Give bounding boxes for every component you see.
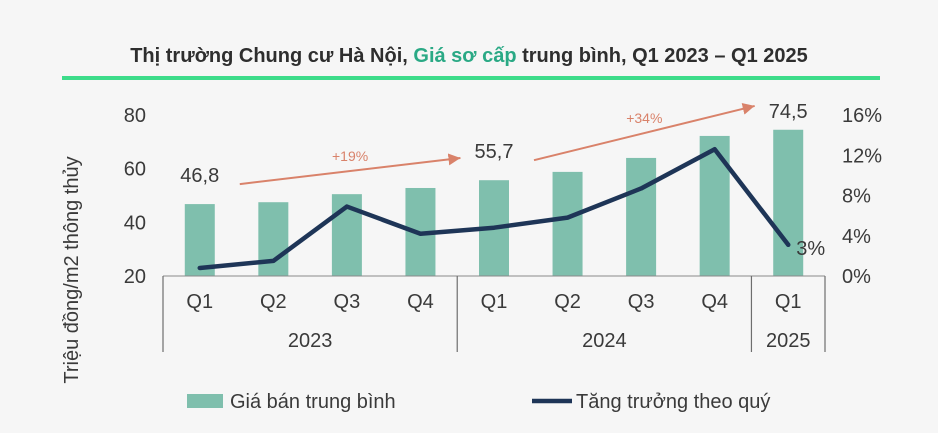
growth-line-point — [492, 225, 496, 230]
growth-line-point — [271, 258, 276, 263]
chart-title-part-1: Thị trường Chung cư Hà Nội, — [130, 45, 413, 67]
data-label: 46,8 — [180, 165, 219, 187]
bar — [773, 129, 804, 276]
year-label: 2025 — [766, 330, 811, 352]
growth-line-point — [197, 265, 202, 270]
growth-arrow — [239, 153, 461, 186]
growth-line-point — [639, 186, 644, 191]
growth-line-point — [565, 215, 570, 220]
growth-annotation: +19% — [332, 148, 368, 164]
growth-line-point — [786, 242, 791, 247]
chart-title-accent: Giá sơ cấp — [413, 45, 516, 67]
left-tick-label: 80 — [124, 105, 146, 127]
growth-arrow — [533, 102, 755, 162]
x-tick-label: Q3 — [334, 291, 361, 313]
x-tick-label: Q2 — [260, 291, 287, 313]
growth-line-point — [712, 147, 717, 152]
right-tick-label: 16% — [842, 105, 882, 127]
left-tick-label: 40 — [124, 212, 146, 234]
right-tick-label: 4% — [842, 226, 871, 248]
x-tick-label: Q3 — [628, 291, 655, 313]
right-tick-label: 8% — [842, 186, 871, 208]
left-tick-label: 60 — [124, 159, 146, 181]
bar — [626, 157, 657, 276]
legend-bar-swatch — [187, 394, 223, 408]
x-tick-label: Q1 — [775, 291, 802, 313]
title-underline — [62, 76, 880, 80]
growth-line-point — [418, 231, 423, 236]
bar — [258, 202, 289, 276]
growth-annotation: +34% — [626, 110, 662, 126]
growth-line-point — [344, 204, 349, 209]
x-tick-label: Q4 — [407, 291, 434, 313]
legend-bar-label: Giá bán trung bình — [230, 391, 396, 413]
year-label: 2023 — [288, 330, 333, 352]
data-label: 55,7 — [475, 141, 514, 163]
chart-title: Thị trường Chung cư Hà Nội, Giá sơ cấp t… — [130, 45, 808, 67]
left-tick-label: 20 — [124, 266, 146, 288]
right-tick-label: 12% — [842, 145, 882, 167]
x-tick-label: Q2 — [554, 291, 581, 313]
bar — [184, 204, 215, 276]
x-tick-label: Q4 — [701, 291, 728, 313]
x-tick-label: Q1 — [186, 291, 213, 313]
year-label: 2024 — [582, 330, 627, 352]
right-tick-label: 0% — [842, 266, 871, 288]
chart-title-part-3: trung bình, Q1 2023 – Q1 2025 — [517, 45, 808, 67]
legend-line-label: Tăng trưởng theo quý — [576, 391, 770, 413]
data-label: 74,5 — [769, 101, 808, 123]
bar — [552, 171, 583, 276]
data-label: 3% — [796, 238, 825, 260]
y-axis-label: Triệu đồng/m2 thông thủy — [61, 156, 83, 383]
x-tick-label: Q1 — [481, 291, 508, 313]
